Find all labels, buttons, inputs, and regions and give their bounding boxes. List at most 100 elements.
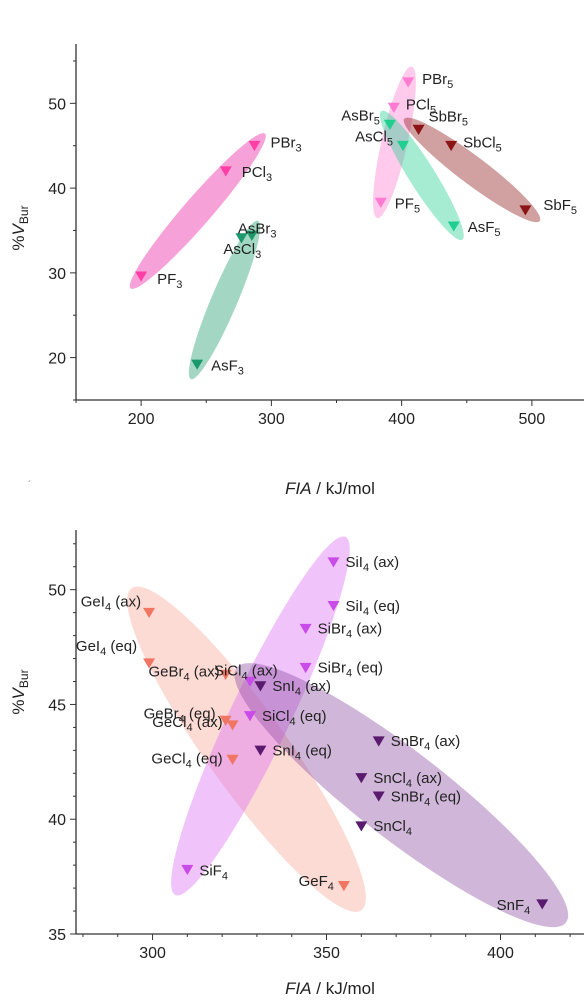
- data-point: [402, 77, 415, 88]
- point-label: PBr3: [270, 135, 301, 155]
- point-label: PCl3: [242, 164, 272, 184]
- point-label: GeCl4 (eq): [151, 751, 222, 771]
- ellipses-top: [129, 66, 541, 380]
- x-tick-label: 300: [139, 945, 166, 962]
- axes-bottom: 300 350 400 35 40 45 50 %VBur FIA / kJ/mol: [9, 530, 584, 998]
- point-label: SiI4 (ax): [345, 554, 399, 574]
- data-point: [248, 140, 261, 152]
- y-tick-label: 40: [48, 181, 66, 198]
- point-label: GeBr4 (eq): [144, 706, 216, 726]
- x-tick-label: 400: [487, 945, 514, 962]
- chart-top: 200 300 400 500 20 30 40 50 %VBur FIA / kJ/mol PF…: [9, 44, 584, 498]
- data-point: [299, 623, 312, 635]
- point-label: GeBr4 (ax): [148, 664, 219, 684]
- point-label: SiI4 (eq): [345, 598, 399, 618]
- data-point: [412, 124, 425, 136]
- point-label: SnI4 (ax): [272, 678, 331, 698]
- data-point: [135, 271, 148, 282]
- data-point: [219, 715, 232, 726]
- point-label: SbBr5: [429, 109, 468, 129]
- data-point: [191, 359, 204, 370]
- data-point: [299, 662, 312, 674]
- data-point: [143, 607, 156, 619]
- x-tick-label: 300: [258, 411, 285, 428]
- data-point: [445, 140, 458, 152]
- stray-mark: ´: [28, 480, 32, 491]
- point-label: PF3: [157, 271, 182, 291]
- data-point: [387, 102, 400, 113]
- point-label: SiBr4 (eq): [318, 660, 383, 680]
- data-point: [243, 676, 256, 687]
- data-point: [181, 864, 194, 876]
- y-axis-label: %VBur: [9, 205, 31, 250]
- data-point: [447, 221, 460, 232]
- point-label: PCl5: [406, 97, 436, 117]
- ellipse-p3: [129, 133, 266, 289]
- data-point: [327, 600, 340, 612]
- data-point: [254, 745, 267, 756]
- y-tick-label: 20: [48, 351, 66, 368]
- data-point: [143, 658, 156, 669]
- point-label: SnCl4 (ax): [373, 770, 442, 790]
- data-point: [337, 880, 350, 892]
- y-tick-label: 50: [48, 583, 66, 600]
- point-label: AsCl5: [355, 129, 393, 149]
- x-axis-label: FIA / kJ/mol: [285, 479, 375, 498]
- points-bottom: GeI4 (ax)GeI4 (eq)GeBr4 (ax)GeBr4 (eq)Ge…: [76, 554, 549, 917]
- x-tick-label: 350: [313, 945, 340, 962]
- point-label: SnBr4 (ax): [391, 733, 460, 753]
- data-point: [327, 557, 340, 568]
- ellipses-bottom: [127, 536, 569, 928]
- point-label: SnCl4: [373, 818, 412, 838]
- chart-bottom: 300 350 400 35 40 45 50 %VBur FIA / kJ/mol GeI4 …: [9, 530, 584, 998]
- data-point: [219, 669, 232, 681]
- point-label: SnF4: [497, 897, 531, 917]
- point-label: GeI4 (ax): [81, 594, 141, 614]
- data-point: [396, 140, 409, 152]
- y-tick-label: 30: [48, 266, 66, 283]
- y-tick-label: 50: [48, 96, 66, 113]
- y-tick-label: 40: [48, 812, 66, 829]
- point-label: GeF4: [299, 873, 334, 893]
- point-label: SnI4 (eq): [272, 742, 331, 762]
- point-label: AsF3: [211, 357, 244, 377]
- point-label: AsBr3: [238, 221, 277, 241]
- data-point: [219, 166, 232, 177]
- data-point: [355, 773, 368, 784]
- point-label: AsF5: [468, 219, 501, 239]
- data-point: [383, 119, 396, 130]
- data-point: [536, 899, 549, 910]
- point-label: SnBr4 (eq): [391, 788, 461, 808]
- x-axis-label: FIA / kJ/mol: [285, 979, 375, 998]
- point-label: SiF4: [199, 863, 228, 883]
- data-point: [243, 711, 256, 722]
- data-point: [519, 205, 532, 216]
- point-label: GeCl4 (ax): [152, 714, 222, 734]
- x-tick-label: 200: [128, 411, 155, 428]
- point-label: PBr5: [422, 71, 453, 91]
- data-point: [254, 681, 267, 692]
- data-point: [235, 233, 248, 244]
- axes-top: 200 300 400 500 20 30 40 50 %VBur FIA / kJ/mol: [9, 44, 584, 498]
- point-label: GeI4 (eq): [76, 638, 137, 658]
- point-label: SiCl4 (ax): [214, 663, 278, 683]
- ellipse-sn: [234, 663, 569, 928]
- ellipse-p5: [373, 66, 416, 219]
- ellipse-ge: [127, 586, 366, 912]
- ellipse-as3: [188, 220, 261, 380]
- point-label: SiBr4 (ax): [318, 621, 382, 641]
- y-tick-label: 35: [48, 927, 66, 944]
- data-point: [372, 791, 385, 802]
- data-point: [226, 720, 239, 731]
- data-point: [374, 197, 387, 208]
- point-label: AsCl3: [223, 241, 261, 261]
- y-axis-label: %VBur: [9, 669, 31, 714]
- data-point: [245, 230, 258, 241]
- data-point: [226, 754, 239, 765]
- x-tick-label: 500: [519, 411, 546, 428]
- point-label: SiCl4 (eq): [262, 708, 326, 728]
- x-tick-label: 400: [388, 411, 415, 428]
- data-point: [372, 736, 385, 747]
- data-point: [355, 821, 368, 832]
